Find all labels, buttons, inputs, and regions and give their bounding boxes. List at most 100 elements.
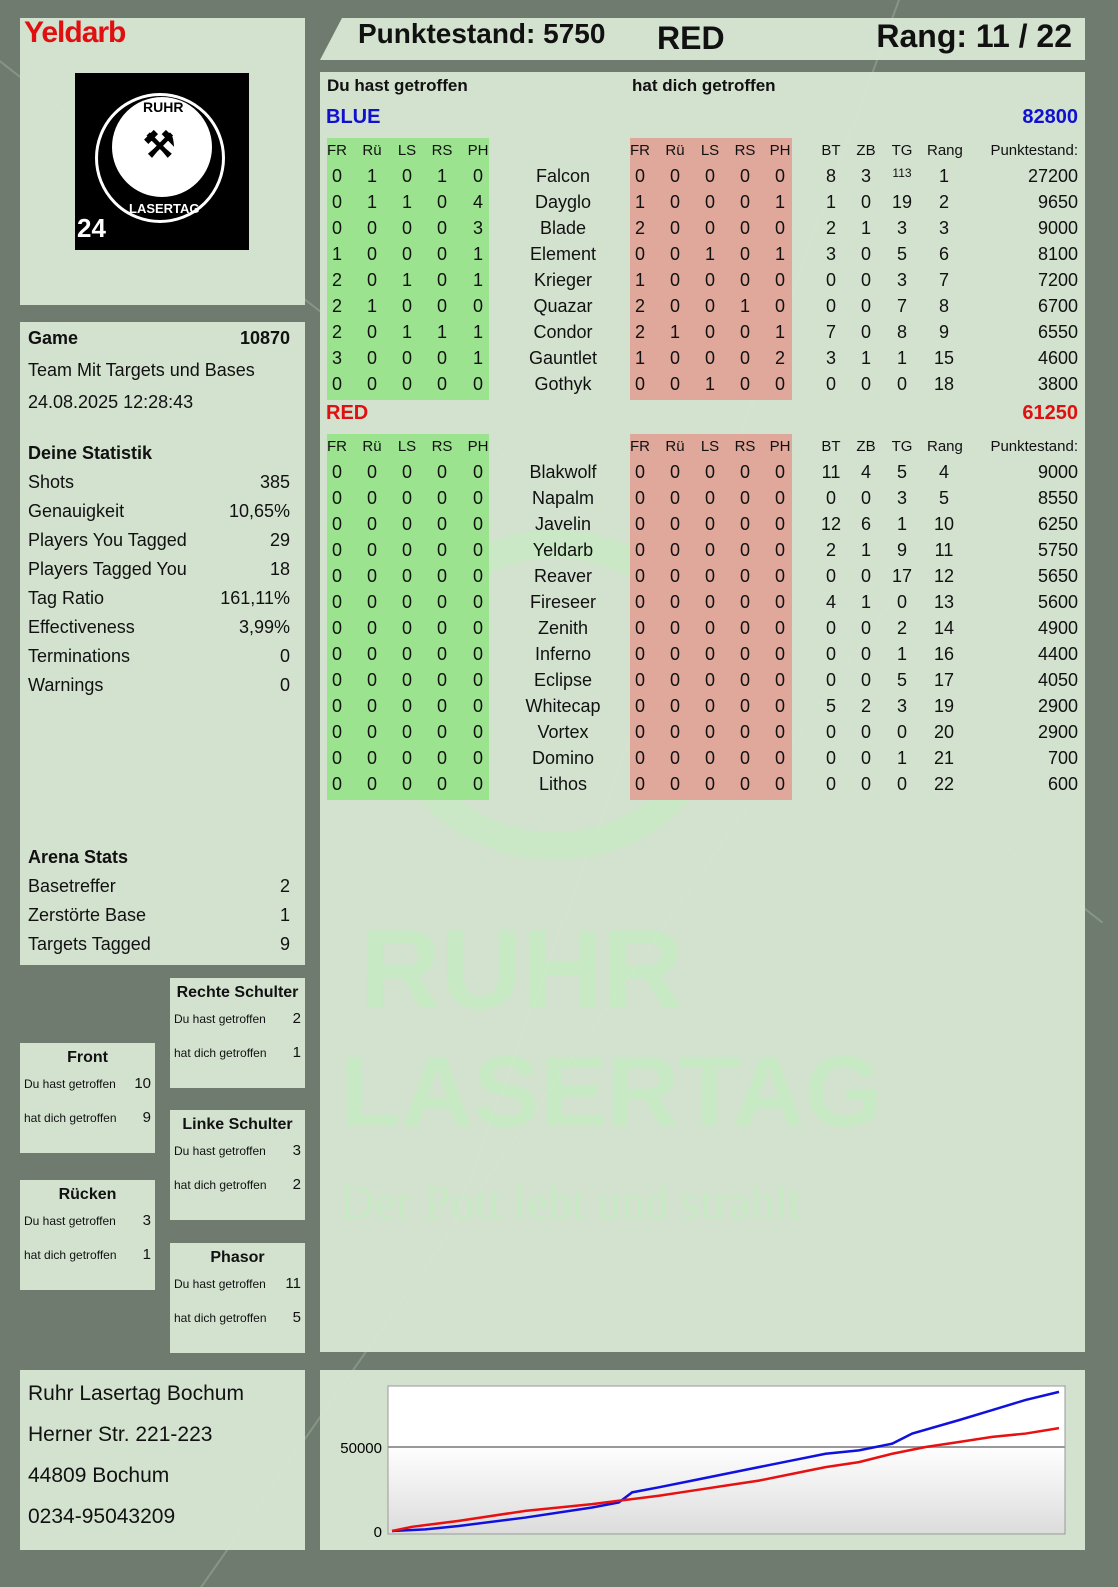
- you-hit-label: Du hast getroffen: [24, 1077, 116, 1091]
- hit-zone-title: Front: [67, 1049, 108, 1066]
- table-cell: 7: [825, 322, 836, 342]
- table-cell: 9: [938, 322, 949, 342]
- column-header: FR: [327, 438, 347, 455]
- table-cell: 5: [896, 670, 907, 690]
- table-cell: 1: [331, 244, 342, 264]
- table-cell: 0: [860, 374, 871, 394]
- table-cell: 1: [634, 348, 645, 368]
- table-cell: 0: [704, 218, 715, 238]
- table-cell: 0: [366, 644, 377, 664]
- table-cell: 2900: [1037, 696, 1078, 716]
- table-cell: 1: [896, 748, 907, 768]
- address-line: Ruhr Lasertag Bochum: [28, 1382, 244, 1405]
- table-cell: 0: [366, 244, 377, 264]
- table-cell: 0: [669, 696, 680, 716]
- table-cell: 0: [825, 270, 836, 290]
- table-cell: 0: [472, 696, 483, 716]
- table-cell: 0: [401, 540, 412, 560]
- table-cell: 0: [739, 618, 750, 638]
- table-cell: 0: [825, 748, 836, 768]
- table-cell: 0: [634, 566, 645, 586]
- table-cell: 3800: [1037, 374, 1078, 394]
- table-cell: 1: [366, 166, 377, 186]
- player-row: 0 0 0 0 0 Gothyk 0 0 1 0 0 0 0 0 18 3800: [0, 374, 1118, 400]
- table-cell: 2: [825, 218, 836, 238]
- table-cell: 0: [331, 566, 342, 586]
- table-cell: 0: [366, 348, 377, 368]
- table-cell: 0: [774, 566, 785, 586]
- table-cell: 8: [896, 322, 907, 342]
- player-row: 0 1 1 0 4 Dayglo 1 0 0 0 1 1 0 19 2 9650: [0, 192, 1118, 218]
- player-name-cell: Blade: [539, 218, 587, 238]
- hit-you-value: 1: [292, 1044, 301, 1061]
- hammers-icon: ⚒: [143, 124, 176, 165]
- player-row: 0 0 0 0 0 Yeldarb 0 0 0 0 0 2 1 9 11 5750: [0, 540, 1118, 566]
- stat-row: Genauigkeit 10,65%: [28, 501, 290, 522]
- table-cell: 0: [860, 244, 871, 264]
- table-cell: 0: [366, 696, 377, 716]
- column-header: PH: [769, 438, 791, 455]
- table-cell: 0: [704, 774, 715, 794]
- table-cell: 0: [401, 618, 412, 638]
- table-cell: 0: [825, 670, 836, 690]
- table-cell: 0: [331, 774, 342, 794]
- table-cell: 0: [669, 270, 680, 290]
- table-cell: 0: [896, 774, 907, 794]
- hit-you-label: hat dich getroffen: [24, 1248, 117, 1262]
- player-row: 0 0 0 0 0 Reaver 0 0 0 0 0 0 0 17 12 5650: [0, 566, 1118, 592]
- team-name: RED: [326, 402, 369, 424]
- table-cell: 0: [860, 774, 871, 794]
- table-cell: 0: [860, 192, 871, 212]
- table-cell: 700: [1047, 748, 1078, 768]
- table-cell: 0: [366, 722, 377, 742]
- table-cell: 0: [739, 748, 750, 768]
- table-cell: 0: [896, 722, 907, 742]
- table-cell: 0: [436, 748, 447, 768]
- table-cell: 0: [634, 514, 645, 534]
- table-cell: 1: [401, 270, 412, 290]
- player-row: 2 0 1 1 1 Condor 2 1 0 0 1 7 0 8 9 6550: [0, 322, 1118, 348]
- table-cell: 0: [774, 722, 785, 742]
- table-cell: 4: [860, 462, 871, 482]
- team-total: 61250: [1022, 402, 1078, 424]
- logo: RUHR ⚒ LASERTAG 24: [75, 73, 249, 250]
- stat-row: Players You Tagged 29: [28, 530, 290, 551]
- column-header: ZB: [856, 142, 876, 159]
- table-cell: 0: [704, 696, 715, 716]
- game-id: 10870: [239, 328, 290, 348]
- stat-row: Warnings 0: [28, 675, 290, 696]
- table-cell: 0: [739, 166, 750, 186]
- table-cell: 0: [669, 592, 680, 612]
- table-cell: 0: [401, 296, 412, 316]
- table-cell: 1: [774, 192, 785, 212]
- you-hit-label: Du hast getroffen: [174, 1012, 266, 1026]
- table-cell: 0: [436, 296, 447, 316]
- table-cell: 0: [739, 462, 750, 482]
- team-total: 82800: [1022, 106, 1078, 128]
- table-cell: 1: [436, 166, 447, 186]
- player-row: 3 0 0 0 1 Gauntlet 1 0 0 0 2 3 1 1 15 4600: [0, 348, 1118, 374]
- table-cell: 5600: [1037, 592, 1078, 612]
- table-cell: 2: [634, 296, 645, 316]
- table-cell: 1: [896, 348, 907, 368]
- column-header: ZB: [856, 438, 876, 455]
- player-row: 0 0 0 0 3 Blade 2 0 0 0 0 2 1 3 3 9000: [0, 218, 1118, 244]
- table-cell: 0: [704, 722, 715, 742]
- player-name-cell: Fireseer: [529, 592, 596, 612]
- table-cell: 7: [896, 296, 907, 316]
- table-cell: 0: [472, 774, 483, 794]
- table-cell: 0: [436, 244, 447, 264]
- you-hit-value: 3: [142, 1212, 151, 1229]
- table-cell: 1: [401, 192, 412, 212]
- arena-value: 2: [279, 876, 290, 896]
- series-line-1: [391, 1426, 1060, 1533]
- table-cell: 113: [892, 166, 912, 180]
- y-tick-label: 50000: [340, 1440, 382, 1457]
- player-name-cell: Domino: [531, 748, 595, 768]
- table-cell: 1: [896, 644, 907, 664]
- table-cell: 1: [401, 322, 412, 342]
- player-row: 0 0 0 0 0 Blakwolf 0 0 0 0 0 11 4 5 4 9000: [0, 462, 1118, 488]
- table-cell: 0: [331, 618, 342, 638]
- table-cell: 0: [704, 488, 715, 508]
- table-cell: 0: [825, 722, 836, 742]
